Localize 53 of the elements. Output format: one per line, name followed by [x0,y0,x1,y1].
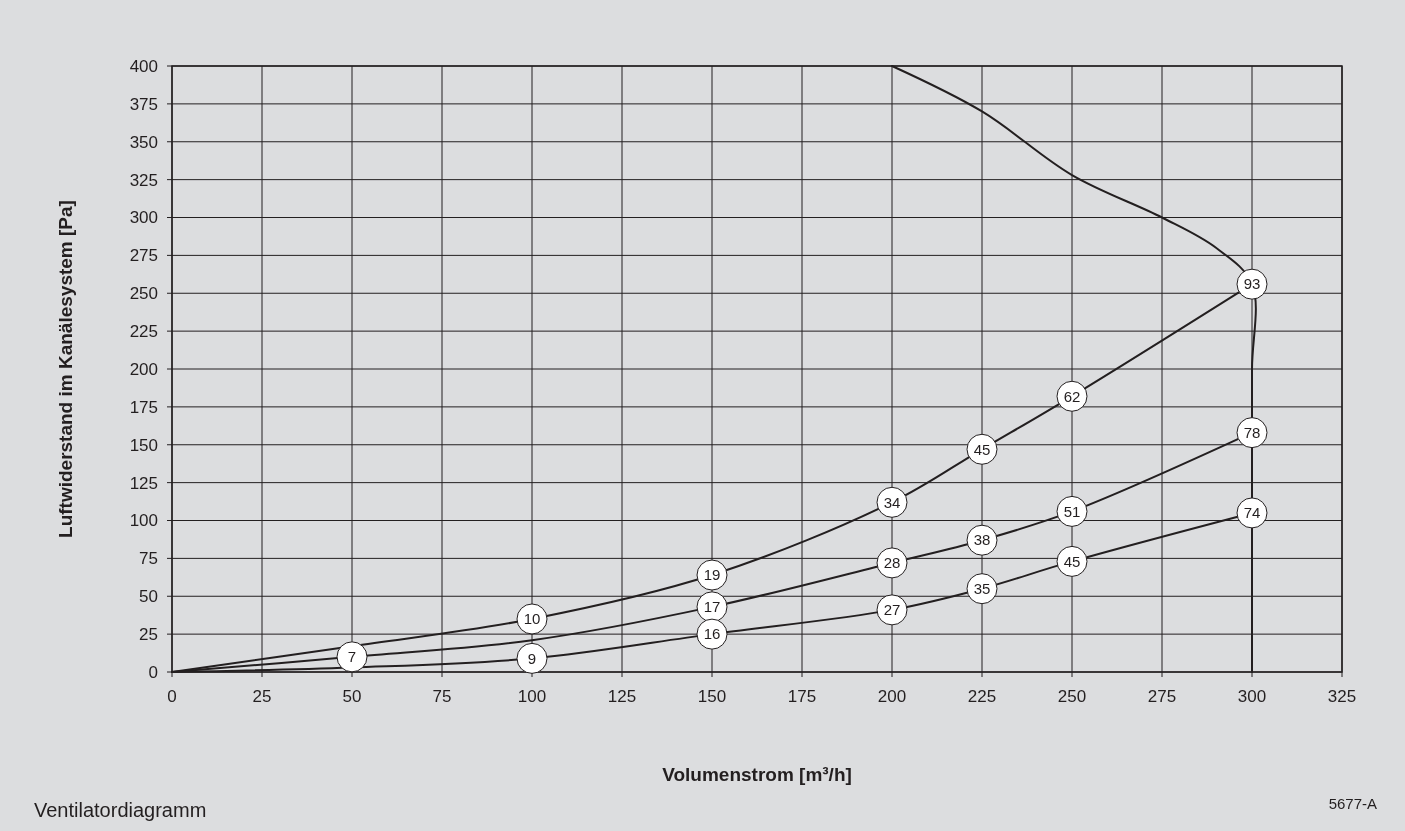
x-tick-label: 200 [877,687,907,706]
annotation: 17 [703,598,721,616]
y-tick-label: 400 [129,56,158,76]
y-tick-label: 175 [129,397,158,417]
annotation: 38 [973,531,991,549]
y-tick-label: 300 [129,208,158,228]
y-tick-label: 375 [129,94,158,114]
y-tick-label: 125 [129,473,158,493]
x-tick-label: 50 [342,687,362,706]
x-tick-label: 0 [167,687,177,706]
x-tick-label: 275 [1147,687,1177,706]
y-tick-label: 75 [139,549,158,569]
y-tick-label: 350 [129,132,158,152]
annotation: 45 [973,440,991,458]
y-tick-label: 200 [129,359,158,379]
y-tick-label: 225 [129,322,158,342]
y-tick-label: 250 [129,284,158,304]
annotation: 9 [527,649,537,667]
annotation: 45 [1063,552,1081,570]
x-tick-label: 75 [432,687,452,706]
x-tick-label: 25 [252,687,272,706]
x-tick-label: 250 [1057,687,1087,706]
y-tick-label: 325 [129,170,158,190]
annotation: 35 [973,579,991,597]
y-tick-label: 25 [139,625,158,645]
annotation: 93 [1243,275,1261,293]
y-tick-label: 275 [129,246,158,266]
annotation: 51 [1063,502,1081,520]
y-axis-title: Luftwiderstand im Kanälesystem [Pa] [55,200,76,538]
y-tick-label: 150 [129,435,158,455]
annotation: 19 [703,566,721,584]
x-tick-label: 125 [607,687,637,706]
y-tick-label: 50 [139,587,158,607]
y-tick-label: 0 [148,662,158,682]
annotation: 34 [883,493,901,511]
annotation: 28 [883,554,901,572]
annotation: 78 [1243,423,1261,441]
annotation: 27 [883,601,901,619]
annotation: 62 [1063,387,1081,405]
annotation: 16 [703,625,721,643]
annotation: 74 [1243,504,1261,522]
x-tick-label: 225 [967,687,997,706]
y-tick-label: 100 [129,511,158,531]
annotation: 7 [347,648,357,666]
x-axis-title: Volumenstrom [m³/h] [662,764,852,785]
x-tick-label: 325 [1327,687,1357,706]
text: 5677-A [1328,795,1377,812]
text: Ventilatordiagramm [34,799,207,821]
x-tick-label: 100 [517,687,547,706]
x-tick-label: 300 [1237,687,1267,706]
x-tick-label: 150 [697,687,727,706]
x-tick-label: 175 [787,687,817,706]
annotation: 10 [523,610,541,628]
